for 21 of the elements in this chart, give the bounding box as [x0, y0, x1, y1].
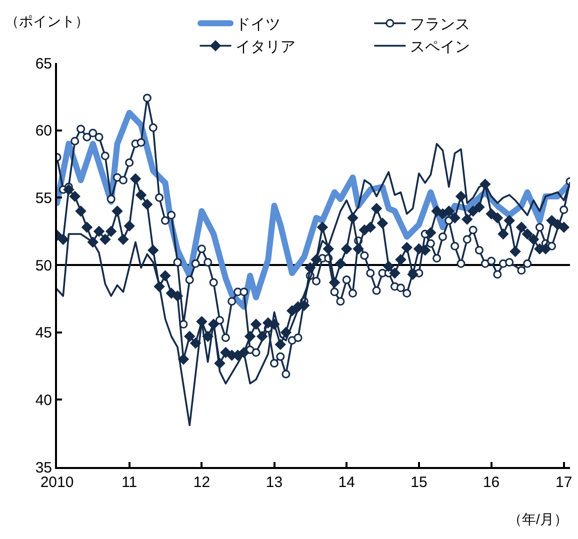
x-tick-label: 13 — [266, 474, 283, 491]
x-axis-title: （年/月） — [508, 511, 568, 527]
y-tick-label: 50 — [35, 257, 52, 274]
legend-label: フランス — [410, 16, 470, 34]
legend-label: スペイン — [410, 38, 470, 56]
x-tick-label: 17 — [556, 474, 572, 491]
y-tick-label: 40 — [35, 392, 52, 409]
y-tick-label: 35 — [35, 459, 52, 476]
x-tick-label: 16 — [482, 474, 500, 491]
legend-label: イタリア — [236, 38, 296, 56]
x-tick-label: 15 — [410, 474, 428, 491]
y-tick-label: 60 — [35, 122, 52, 140]
y-tick-label: 65 — [35, 55, 52, 72]
x-tick-label: 14 — [338, 474, 355, 491]
y-axis-title: （ポイント） — [5, 13, 89, 29]
x-tick-label: 12 — [193, 474, 210, 491]
y-tick-label: 55 — [35, 190, 52, 207]
legend-label: ドイツ — [236, 16, 281, 34]
y-tick-label: 45 — [35, 324, 52, 342]
x-tick-label: 2010 — [40, 474, 74, 491]
x-tick-label: 11 — [122, 474, 138, 491]
